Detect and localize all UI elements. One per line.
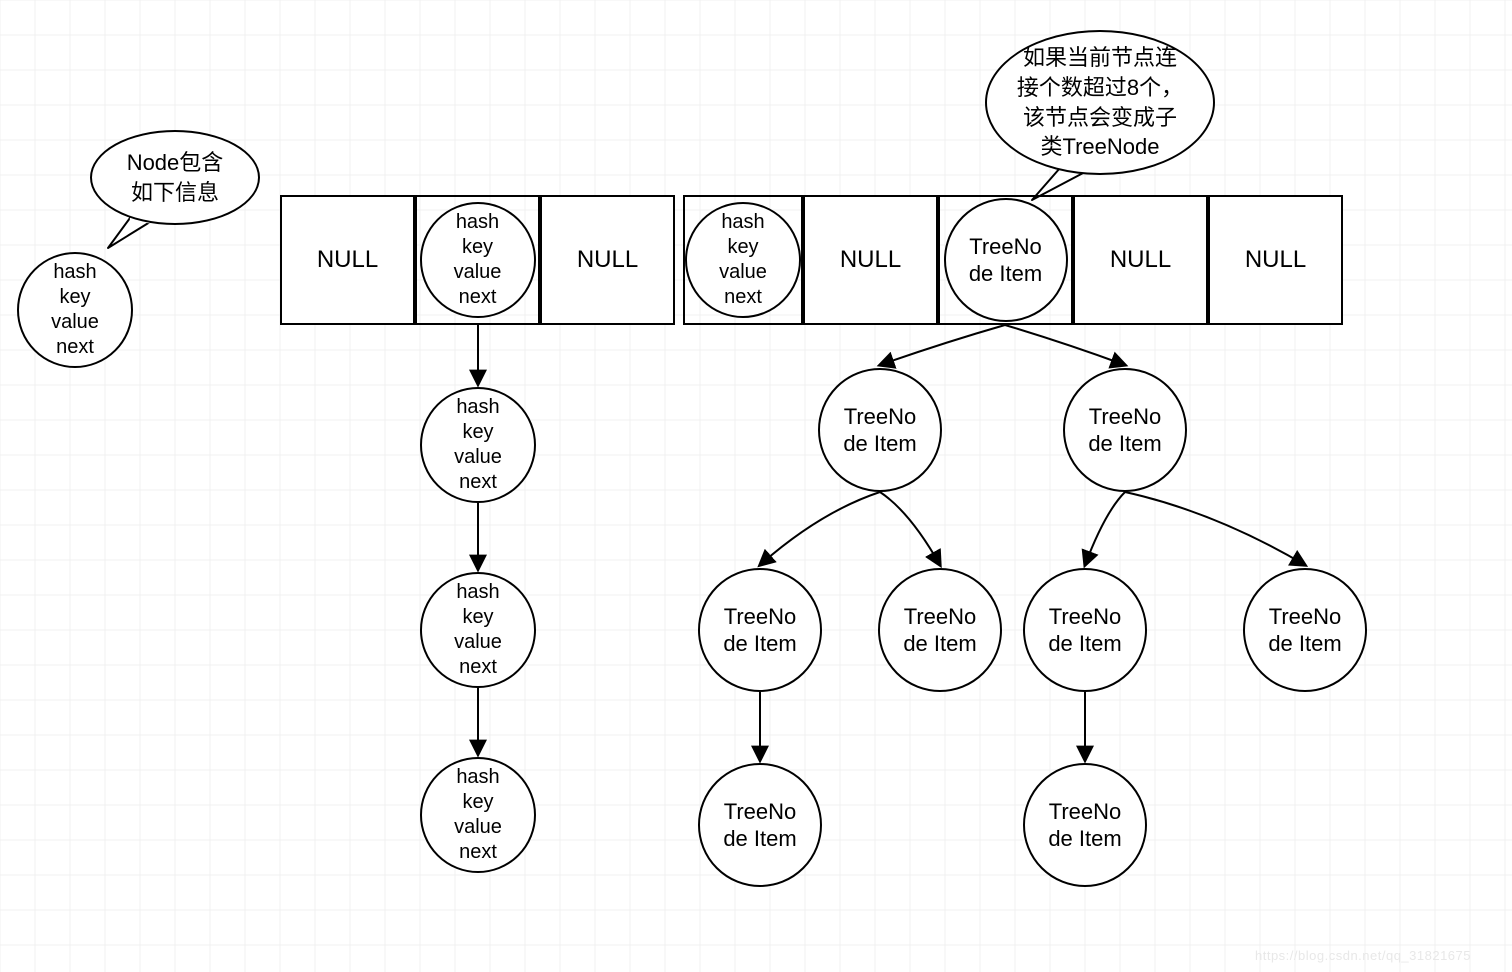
tree-node-l2-1: TreeNo de Item bbox=[878, 568, 1002, 692]
tree-node-l3-1: TreeNo de Item bbox=[1023, 763, 1147, 887]
array-cell-4-label: NULL bbox=[840, 246, 901, 274]
tree-node-l3-0: TreeNo de Item bbox=[698, 763, 822, 887]
linked-list-node-0: hash key value next bbox=[420, 387, 536, 503]
legend-node-label: hash key value next bbox=[51, 260, 99, 360]
array-cell-7: NULL bbox=[1208, 195, 1343, 325]
tree-node-l2-3-label: TreeNo de Item bbox=[1268, 603, 1341, 658]
tree-node-l2-0-label: TreeNo de Item bbox=[723, 603, 796, 658]
linked-list-node-0-label: hash key value next bbox=[454, 395, 502, 495]
tree-edge-root-l1-0 bbox=[880, 325, 1005, 365]
array-cell-6: NULL bbox=[1073, 195, 1208, 325]
tree-edge-root-l1-1 bbox=[1005, 325, 1125, 365]
array-cell-0: NULL bbox=[280, 195, 415, 325]
array-cell-7-label: NULL bbox=[1245, 246, 1306, 274]
tree-node-l2-1-label: TreeNo de Item bbox=[903, 603, 976, 658]
speech-bubble-node-info: Node包含 如下信息 bbox=[90, 130, 260, 225]
tree-edge-l1-l2-2 bbox=[1085, 492, 1125, 565]
diagram-canvas: Node包含 如下信息 如果当前节点连 接个数超过8个， 该节点会变成子 类Tre… bbox=[0, 0, 1512, 972]
tree-node-l1-0: TreeNo de Item bbox=[818, 368, 942, 492]
array-cell-2: NULL bbox=[540, 195, 675, 325]
speech-bubble-treenode-info: 如果当前节点连 接个数超过8个， 该节点会变成子 类TreeNode bbox=[985, 30, 1215, 175]
array-cell-3-node: hash key value next bbox=[685, 202, 801, 318]
watermark: https://blog.csdn.net/qq_31821675 bbox=[1255, 948, 1471, 963]
tree-edge-l1-l2-0 bbox=[760, 492, 880, 565]
linked-list-node-1: hash key value next bbox=[420, 572, 536, 688]
array-cell-1-node: hash key value next bbox=[420, 202, 536, 318]
array-cell-4: NULL bbox=[803, 195, 938, 325]
array-cell-1-node-label: hash key value next bbox=[454, 210, 502, 310]
tree-node-l2-3: TreeNo de Item bbox=[1243, 568, 1367, 692]
tree-node-l2-0: TreeNo de Item bbox=[698, 568, 822, 692]
linked-list-node-2-label: hash key value next bbox=[454, 765, 502, 865]
tree-node-l2-2: TreeNo de Item bbox=[1023, 568, 1147, 692]
array-cell-6-label: NULL bbox=[1110, 246, 1171, 274]
array-cell-5-node-label: TreeNo de Item bbox=[969, 233, 1042, 288]
tree-node-l1-1: TreeNo de Item bbox=[1063, 368, 1187, 492]
array-cell-5-node: TreeNo de Item bbox=[944, 198, 1068, 322]
linked-list-node-1-label: hash key value next bbox=[454, 580, 502, 680]
array-cell-3-node-label: hash key value next bbox=[719, 210, 767, 310]
speech-bubble-node-info-label: Node包含 如下信息 bbox=[127, 148, 224, 207]
legend-node: hash key value next bbox=[17, 252, 133, 368]
tree-node-l3-0-label: TreeNo de Item bbox=[723, 798, 796, 853]
tree-node-l3-1-label: TreeNo de Item bbox=[1048, 798, 1121, 853]
tree-node-l1-0-label: TreeNo de Item bbox=[843, 403, 916, 458]
tree-node-l2-2-label: TreeNo de Item bbox=[1048, 603, 1121, 658]
tree-node-l1-1-label: TreeNo de Item bbox=[1088, 403, 1161, 458]
array-cell-0-label: NULL bbox=[317, 246, 378, 274]
array-cell-2-label: NULL bbox=[577, 246, 638, 274]
tree-edge-l1-l2-3 bbox=[1125, 492, 1305, 565]
linked-list-node-2: hash key value next bbox=[420, 757, 536, 873]
speech-bubble-treenode-info-label: 如果当前节点连 接个数超过8个， 该节点会变成子 类TreeNode bbox=[1017, 43, 1183, 162]
